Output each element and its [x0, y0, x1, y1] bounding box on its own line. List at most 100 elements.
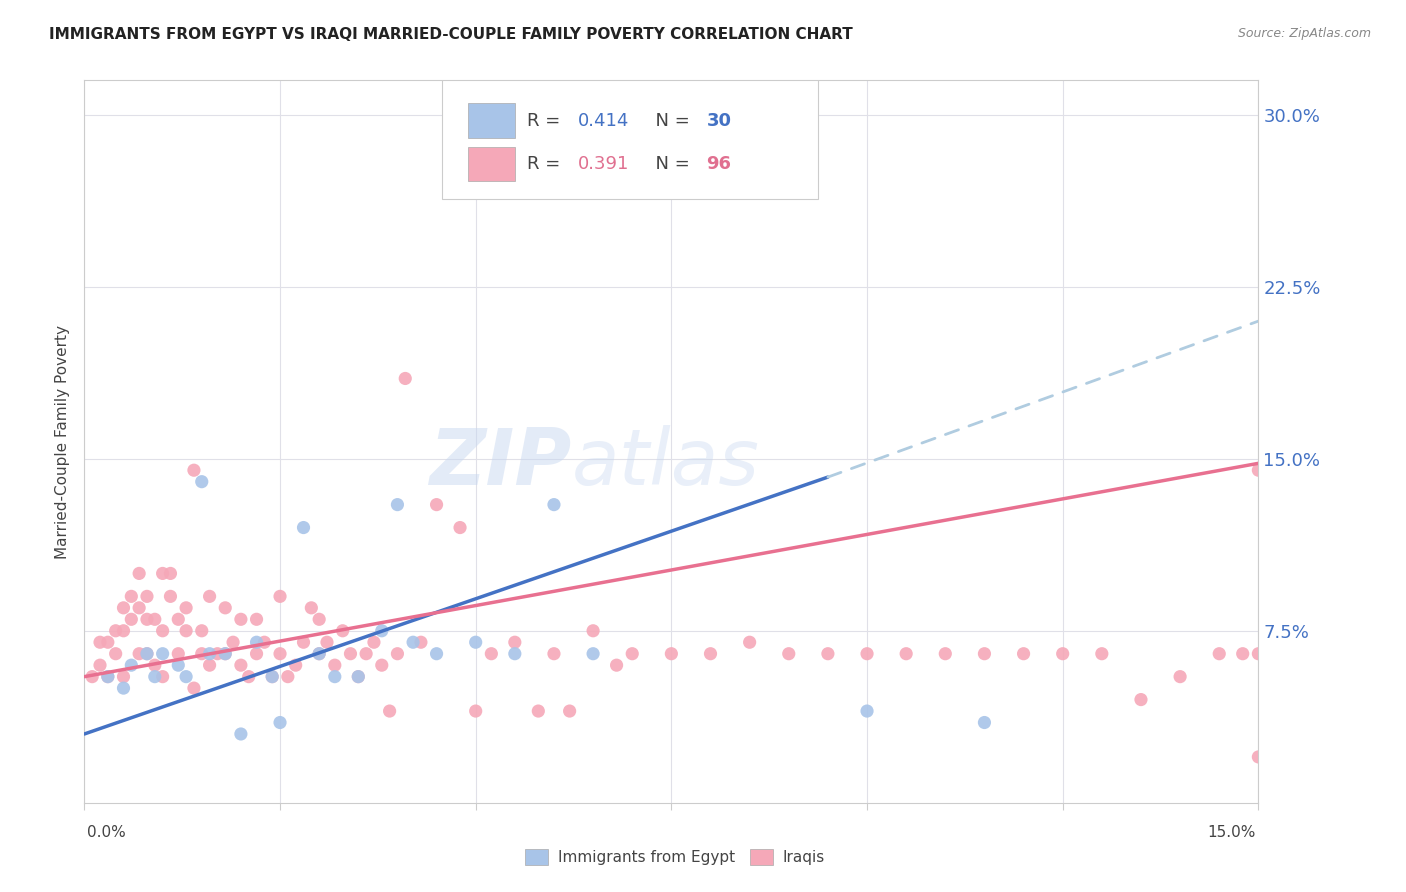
Point [159, 566, 181, 581]
Point [183, 463, 205, 477]
Point [198, 658, 221, 673]
Point [387, 498, 409, 512]
Point [207, 647, 229, 661]
Point [143, 670, 166, 684]
Point [191, 475, 214, 489]
Point [426, 498, 449, 512]
Text: IMMIGRANTS FROM EGYPT VS IRAQI MARRIED-COUPLE FAMILY POVERTY CORRELATION CHART: IMMIGRANTS FROM EGYPT VS IRAQI MARRIED-C… [49, 27, 853, 42]
Point [238, 670, 260, 684]
Point [229, 658, 252, 673]
Point [1052, 647, 1074, 661]
Point [214, 600, 236, 615]
Text: 30: 30 [707, 112, 731, 129]
Point [167, 647, 190, 661]
Point [128, 600, 150, 615]
Point [253, 635, 276, 649]
Text: ZIP: ZIP [429, 425, 572, 501]
Point [183, 681, 205, 695]
Point [152, 624, 174, 638]
Text: R =: R = [527, 155, 567, 173]
Point [97, 670, 120, 684]
Point [112, 600, 135, 615]
Point [503, 647, 526, 661]
Text: 15.0%: 15.0% [1208, 825, 1256, 840]
Point [503, 635, 526, 649]
Point [1208, 647, 1230, 661]
Point [245, 612, 267, 626]
Text: atlas: atlas [572, 425, 759, 501]
Point [363, 635, 385, 649]
Point [371, 658, 394, 673]
Point [1247, 750, 1270, 764]
Point [128, 566, 150, 581]
Text: 0.414: 0.414 [578, 112, 628, 129]
Point [174, 624, 197, 638]
Point [543, 647, 565, 661]
Point [97, 635, 120, 649]
Point [143, 658, 166, 673]
Point [606, 658, 628, 673]
FancyBboxPatch shape [443, 80, 818, 200]
Point [174, 600, 197, 615]
Point [89, 658, 111, 673]
Point [174, 670, 197, 684]
FancyBboxPatch shape [468, 147, 515, 181]
Point [292, 635, 315, 649]
Point [136, 647, 159, 661]
Point [1012, 647, 1035, 661]
Point [191, 624, 214, 638]
Point [738, 635, 761, 649]
Point [120, 612, 142, 626]
Point [339, 647, 361, 661]
Point [198, 647, 221, 661]
Point [97, 670, 120, 684]
Point [245, 647, 267, 661]
Point [1091, 647, 1114, 661]
Text: R =: R = [527, 112, 567, 129]
Point [323, 658, 346, 673]
Point [112, 681, 135, 695]
Point [347, 670, 370, 684]
Point [378, 704, 401, 718]
Point [299, 600, 322, 615]
Point [152, 647, 174, 661]
Legend: Immigrants from Egypt, Iraqis: Immigrants from Egypt, Iraqis [519, 843, 831, 871]
Point [778, 647, 800, 661]
Point [1247, 463, 1270, 477]
Point [558, 704, 581, 718]
Point [817, 647, 839, 661]
Point [104, 624, 127, 638]
Point [934, 647, 956, 661]
Point [120, 590, 142, 604]
Point [479, 647, 502, 661]
Text: N =: N = [644, 112, 696, 129]
Point [323, 670, 346, 684]
Point [409, 635, 432, 649]
Point [316, 635, 339, 649]
Point [277, 670, 299, 684]
Point [1130, 692, 1153, 706]
Point [527, 704, 550, 718]
Point [167, 612, 190, 626]
Point [347, 670, 370, 684]
Point [82, 670, 104, 684]
Point [104, 647, 127, 661]
Text: N =: N = [644, 155, 696, 173]
Point [621, 647, 644, 661]
Point [661, 647, 683, 661]
Point [152, 670, 174, 684]
Point [214, 647, 236, 661]
Point [426, 647, 449, 661]
Point [120, 658, 142, 673]
Point [308, 647, 330, 661]
Y-axis label: Married-Couple Family Poverty: Married-Couple Family Poverty [55, 325, 70, 558]
Point [136, 612, 159, 626]
Point [159, 590, 181, 604]
Point [1247, 647, 1270, 661]
Point [284, 658, 307, 673]
Point [136, 647, 159, 661]
Point [778, 153, 800, 168]
Point [262, 670, 284, 684]
Point [1168, 670, 1191, 684]
Point [973, 715, 995, 730]
